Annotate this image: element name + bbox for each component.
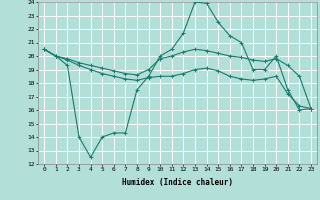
- X-axis label: Humidex (Indice chaleur): Humidex (Indice chaleur): [122, 178, 233, 187]
